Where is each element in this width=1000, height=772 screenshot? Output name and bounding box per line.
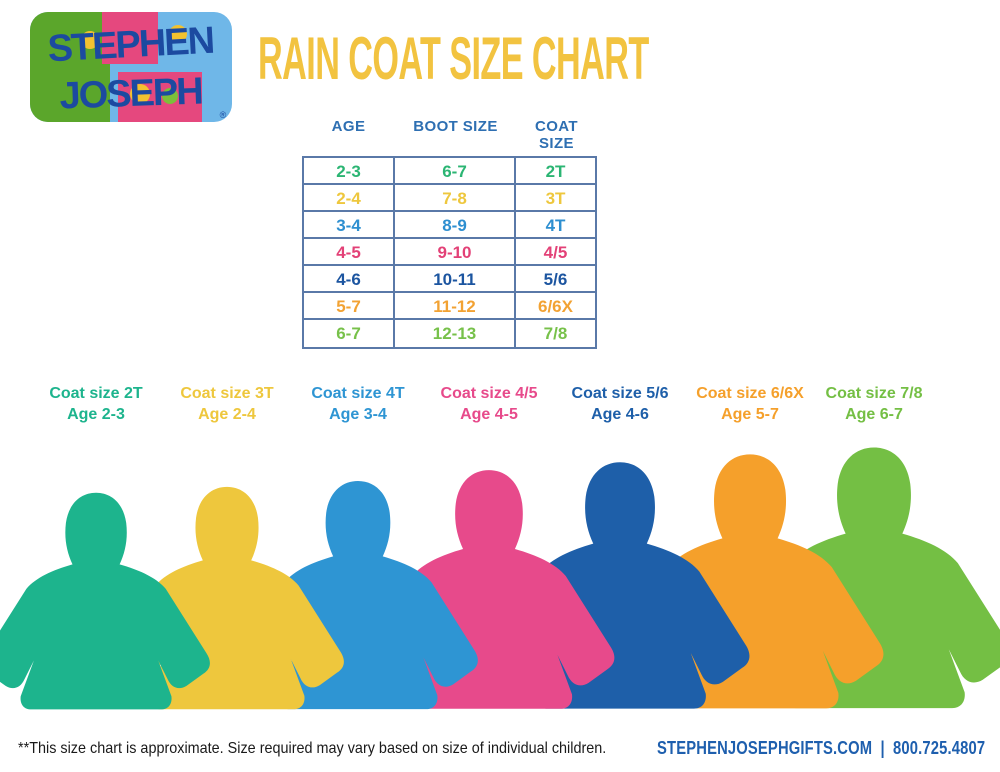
coat-size-cell: 6/6X — [538, 297, 573, 316]
table-body: 2-3 6-7 2T 2-4 7-8 3T 3-4 8-9 4T 4-5 9-1… — [302, 156, 597, 349]
column-header-age: AGE — [331, 118, 366, 135]
coat-size-text: Coat size 4T — [311, 385, 405, 402]
disclaimer-note: **This size chart is approximate. Size r… — [18, 740, 607, 757]
boot-size-cell: 8-9 — [395, 212, 516, 239]
coat-age-text: Age 3-4 — [329, 406, 387, 423]
coat-age-text: Age 2-3 — [67, 406, 125, 423]
boot-size-cell: 9-10 — [395, 239, 516, 266]
table-row: 2-4 7-8 3T — [304, 185, 595, 212]
website-text: STEPHENJOSEPHGIFTS.COM — [656, 738, 873, 758]
boot-size-cell: 6-7 — [395, 158, 516, 185]
separator-bar: | — [880, 738, 885, 758]
age-cell: 2-3 — [304, 158, 395, 185]
coat-size-cell: 7/8 — [543, 324, 568, 343]
coat-size-text: Coat size 7/8 — [825, 385, 923, 402]
age-cell: 2-4 — [304, 185, 395, 212]
logo-background: STEPHEN JOSEPH ® — [30, 12, 232, 122]
logo-dot — [169, 25, 187, 43]
column-header-coat: COAT SIZE — [535, 118, 578, 152]
coat-age-text: Age 6-7 — [845, 406, 903, 423]
coat-size-cell: 3T — [545, 189, 566, 208]
table-row: 2-3 6-7 2T — [304, 158, 595, 185]
coat-label-3t: Coat size 3T Age 2-4 — [147, 383, 307, 425]
coat-size-cell: 5/6 — [543, 270, 568, 289]
coat-size-text: Coat size 6/6X — [696, 385, 804, 402]
logo-dot — [81, 31, 99, 49]
table-header-row: AGE BOOT SIZE COAT SIZE — [302, 118, 597, 152]
age-cell: 4-6 — [304, 266, 395, 293]
table-row: 4-6 10-11 5/6 — [304, 266, 595, 293]
coat-label-4t: Coat size 4T Age 3-4 — [278, 383, 438, 425]
coat-size-text: Coat size 4/5 — [440, 385, 538, 402]
boot-size-cell: 7-8 — [395, 185, 516, 212]
registered-mark: ® — [220, 110, 227, 120]
coat-age-text: Age 5-7 — [721, 406, 779, 423]
coat-size-cell: 2T — [545, 162, 566, 181]
logo-dot — [162, 88, 178, 104]
logo-text-line1: STEPHEN — [47, 20, 214, 71]
boot-size-cell: 12-13 — [395, 320, 516, 347]
table-row: 5-7 11-12 6/6X — [304, 293, 595, 320]
coat-label-66x: Coat size 6/6X Age 5-7 — [670, 383, 830, 425]
logo-text-line2: JOSEPH — [59, 71, 203, 118]
coat-size-cell: 4/5 — [543, 243, 568, 262]
size-chart-table: AGE BOOT SIZE COAT SIZE 2-3 6-7 2T 2-4 7… — [302, 118, 597, 349]
coat-size-text: Coat size 3T — [180, 385, 274, 402]
logo-dot — [130, 84, 150, 104]
contact-info: STEPHENJOSEPHGIFTS.COM | 800.725.4807 — [657, 738, 985, 759]
coat-age-text: Age 4-5 — [460, 406, 518, 423]
coat-size-cell: 4T — [545, 216, 566, 235]
coat-label-56: Coat size 5/6 Age 4-6 — [540, 383, 700, 425]
age-cell: 5-7 — [304, 293, 395, 320]
age-cell: 6-7 — [304, 320, 395, 347]
boot-size-cell: 10-11 — [395, 266, 516, 293]
coat-silhouettes — [0, 447, 1000, 710]
table-row: 3-4 8-9 4T — [304, 212, 595, 239]
coat-age-text: Age 2-4 — [198, 406, 256, 423]
phone-number: 800.725.4807 — [892, 738, 985, 758]
coat-size-text: Coat size 5/6 — [571, 385, 669, 402]
coat-label-2t: Coat size 2T Age 2-3 — [16, 383, 176, 425]
page-title: RAIN COAT SIZE CHART — [258, 25, 649, 92]
coat-label-78: Coat size 7/8 Age 6-7 — [794, 383, 954, 425]
stephen-joseph-logo: STEPHEN JOSEPH ® — [30, 12, 232, 122]
age-cell: 3-4 — [304, 212, 395, 239]
column-header-boot: BOOT SIZE — [413, 118, 498, 135]
coat-label-45: Coat size 4/5 Age 4-5 — [409, 383, 569, 425]
coat-size-text: Coat size 2T — [49, 385, 143, 402]
table-row: 6-7 12-13 7/8 — [304, 320, 595, 347]
table-row: 4-5 9-10 4/5 — [304, 239, 595, 266]
boot-size-cell: 11-12 — [395, 293, 516, 320]
age-cell: 4-5 — [304, 239, 395, 266]
coat-age-text: Age 4-6 — [591, 406, 649, 423]
